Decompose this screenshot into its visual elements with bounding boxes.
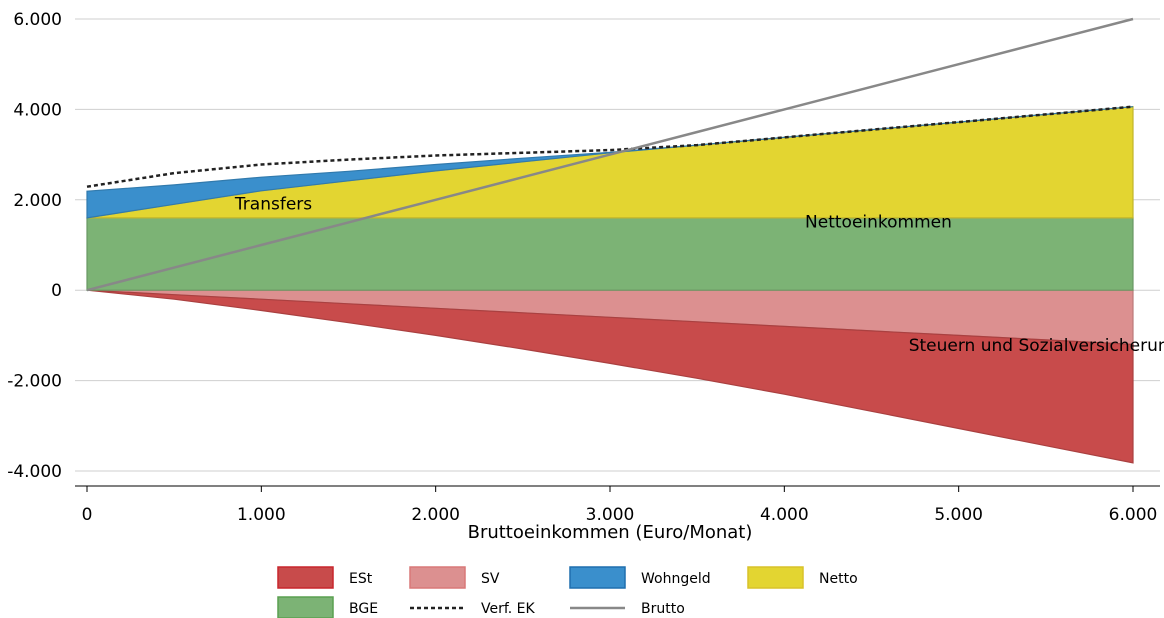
y-tick-label: -4.000 — [7, 462, 62, 482]
legend-item: SV — [409, 566, 500, 589]
legend: ESt SV Wohngeld Netto BGE Verf. EK Brutto — [277, 566, 858, 618]
legend-swatch — [747, 566, 804, 589]
annotation: Transfers — [234, 195, 312, 215]
y-tick-label: 2.000 — [13, 191, 62, 211]
legend-swatch — [569, 566, 626, 589]
legend-swatch — [277, 596, 334, 618]
series-lines — [86, 17, 1134, 292]
annotation: Nettoeinkommen — [805, 212, 952, 232]
legend-label: Netto — [819, 571, 858, 587]
legend-item: Verf. EK — [410, 601, 536, 617]
annotation: Steuern und Sozialversicherung — [909, 336, 1164, 356]
x-tick-label: 3.000 — [586, 505, 635, 525]
legend-label: ESt — [349, 571, 373, 587]
x-tick-label: 6.000 — [1109, 505, 1158, 525]
legend-label: SV — [481, 571, 500, 587]
line-brutto — [86, 17, 1134, 292]
x-tick-label: 0 — [82, 505, 93, 525]
stacked-areas — [86, 106, 1134, 464]
legend-label: Wohngeld — [641, 571, 711, 587]
y-tick-label: 4.000 — [13, 100, 62, 120]
y-tick-label: 0 — [51, 281, 62, 301]
legend-item: Wohngeld — [569, 566, 711, 589]
legend-item: ESt — [277, 566, 373, 589]
legend-label: Verf. EK — [481, 601, 536, 617]
legend-label: Brutto — [641, 601, 685, 617]
annotations: Transfers Nettoeinkommen Steuern und Sozia… — [234, 195, 1164, 356]
legend-label: BGE — [349, 601, 378, 617]
x-tick-label: 5.000 — [934, 505, 983, 525]
y-tick-label: -2.000 — [7, 372, 62, 392]
legend-item: Netto — [747, 566, 858, 589]
area-bge — [86, 217, 1134, 291]
legend-item: Brutto — [570, 601, 685, 617]
y-axis: -4.000 -2.000 0 2.000 4.000 6.000 — [7, 10, 62, 482]
area-wohngeld — [86, 106, 1134, 219]
x-tick-label: 4.000 — [760, 505, 809, 525]
x-tick-label: 1.000 — [237, 505, 286, 525]
line-verf-ek — [86, 105, 1134, 188]
area-est — [86, 289, 1134, 464]
legend-swatch — [277, 566, 334, 589]
legend-swatch — [409, 566, 466, 589]
x-axis: 0 1.000 2.000 3.000 4.000 5.000 6.000 — [75, 485, 1160, 525]
x-tick-label: 2.000 — [411, 505, 460, 525]
x-axis-title: Bruttoeinkommen (Euro/Monat) — [468, 522, 753, 543]
y-tick-label: 6.000 — [13, 10, 62, 30]
legend-item: BGE — [277, 596, 378, 618]
